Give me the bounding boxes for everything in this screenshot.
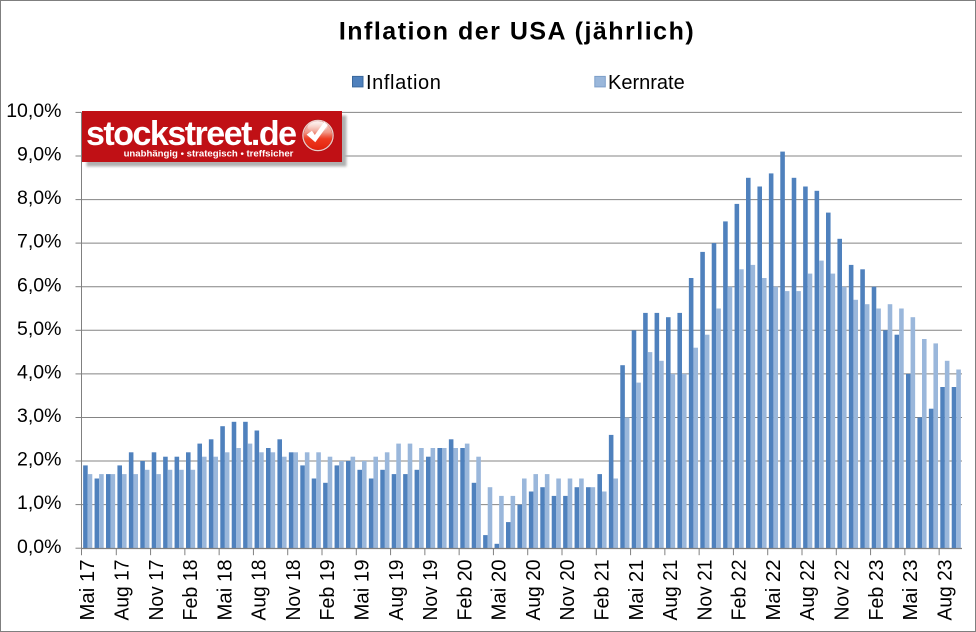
svg-text:3,0%: 3,0% (17, 405, 61, 427)
svg-text:9,0%: 9,0% (17, 144, 61, 166)
svg-text:Mai 22: Mai 22 (763, 560, 785, 621)
svg-text:Nov 20: Nov 20 (557, 560, 579, 621)
svg-text:Feb 18: Feb 18 (180, 560, 202, 621)
svg-text:Inflation der USA (jährlich): Inflation der USA (jährlich) (339, 18, 695, 46)
svg-text:Mai 21: Mai 21 (626, 560, 648, 621)
svg-text:2,0%: 2,0% (17, 449, 61, 471)
svg-text:1,0%: 1,0% (17, 492, 61, 514)
svg-text:Aug 18: Aug 18 (249, 560, 271, 621)
svg-text:0,0%: 0,0% (17, 536, 61, 558)
svg-text:Nov 18: Nov 18 (283, 560, 305, 621)
svg-text:Aug 19: Aug 19 (386, 560, 408, 621)
svg-text:5,0%: 5,0% (17, 318, 61, 340)
svg-text:Aug 17: Aug 17 (112, 560, 134, 621)
svg-text:Kernrate: Kernrate (608, 72, 685, 94)
svg-text:Nov 22: Nov 22 (832, 560, 854, 621)
svg-text:4,0%: 4,0% (17, 362, 61, 384)
svg-text:Aug 21: Aug 21 (660, 560, 682, 621)
svg-text:Inflation: Inflation (366, 72, 441, 94)
svg-text:6,0%: 6,0% (17, 274, 61, 296)
svg-text:Aug 22: Aug 22 (797, 560, 819, 621)
svg-text:7,0%: 7,0% (17, 231, 61, 253)
svg-text:Feb 23: Feb 23 (866, 560, 888, 621)
svg-text:stockstreet.de: stockstreet.de (86, 115, 296, 153)
svg-text:Aug 23: Aug 23 (934, 560, 956, 621)
svg-text:Mai 17: Mai 17 (77, 560, 99, 621)
svg-text:Mai 18: Mai 18 (214, 560, 236, 621)
svg-text:Nov 19: Nov 19 (420, 560, 442, 621)
svg-text:Feb 20: Feb 20 (454, 560, 476, 621)
svg-text:Mai 23: Mai 23 (900, 560, 922, 621)
svg-text:8,0%: 8,0% (17, 187, 61, 209)
svg-text:Feb 21: Feb 21 (592, 560, 614, 621)
svg-text:Mai 20: Mai 20 (489, 560, 511, 621)
svg-text:10,0%: 10,0% (6, 100, 61, 122)
svg-text:Feb 22: Feb 22 (729, 560, 751, 621)
svg-text:Aug 20: Aug 20 (523, 560, 545, 621)
svg-text:Mai 19: Mai 19 (352, 560, 374, 621)
svg-text:Feb 19: Feb 19 (317, 560, 339, 621)
svg-text:Nov 17: Nov 17 (146, 560, 168, 621)
svg-text:unabhängig • strategisch • tre: unabhängig • strategisch • treffsicher (124, 149, 294, 160)
svg-text:Nov 21: Nov 21 (694, 560, 716, 621)
